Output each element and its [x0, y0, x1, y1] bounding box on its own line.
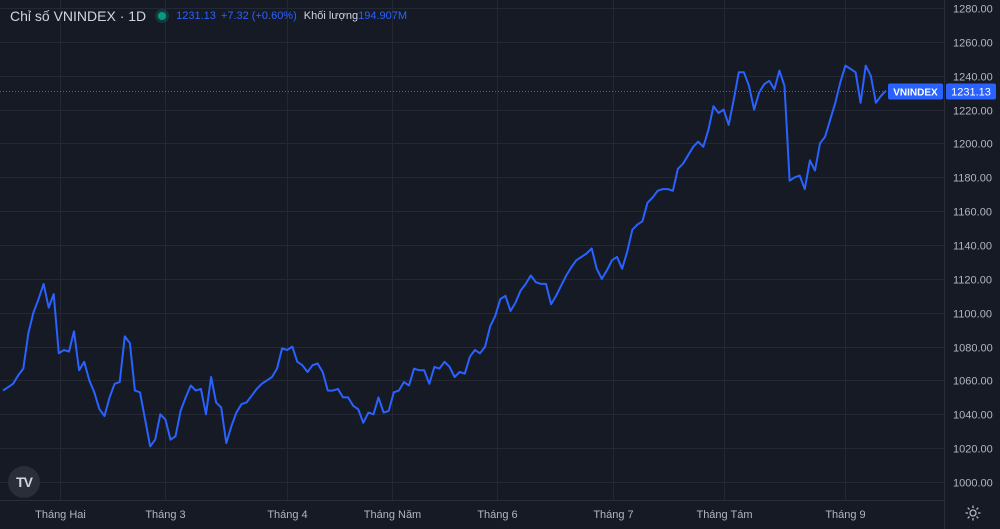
x-tick-label: Tháng Năm — [364, 509, 421, 521]
x-tick-label: Tháng 9 — [825, 509, 865, 521]
y-tick-label: 1120.00 — [953, 275, 992, 287]
gear-icon[interactable] — [964, 504, 982, 522]
y-tick-label: 1100.00 — [953, 309, 992, 321]
y-tick-label: 1220.00 — [953, 106, 993, 118]
y-tick-label: 1200.00 — [953, 139, 993, 151]
status-dot-icon — [158, 12, 167, 20]
y-tick-label: 1000.00 — [953, 478, 993, 490]
tradingview-logo-icon[interactable]: TV — [8, 466, 40, 498]
symbol-title[interactable]: Chỉ số VNINDEX · 1D — [10, 8, 147, 24]
y-tick-label: 1160.00 — [953, 207, 992, 219]
y-tick-label: 1040.00 — [953, 410, 993, 422]
y-tick-label: 1260.00 — [953, 38, 993, 50]
x-tick-label: Tháng Hai — [35, 509, 86, 521]
chart-legend: Chỉ số VNINDEX · 1D 1231.13 +7.32 (+0.60… — [10, 6, 412, 26]
last-price-label: 1231.13 — [951, 87, 991, 99]
x-tick-label: Tháng Tám — [696, 509, 752, 521]
x-tick-label: Tháng 4 — [267, 509, 307, 521]
y-tick-label: 1180.00 — [953, 173, 992, 185]
y-tick-label: 1140.00 — [953, 241, 992, 253]
y-tick-label: 1280.00 — [953, 4, 993, 16]
volume-label: Khối lượng — [303, 10, 359, 22]
volume-value: 194.907M — [358, 10, 408, 22]
x-tick-label: Tháng 3 — [145, 509, 185, 521]
series-name-label: VNINDEX — [893, 88, 938, 99]
x-tick-label: Tháng 6 — [477, 509, 517, 521]
y-tick-label: 1020.00 — [953, 444, 993, 456]
y-tick-label: 1080.00 — [953, 343, 993, 355]
last-price-tag — [946, 83, 996, 100]
last-price: 1231.13 — [176, 10, 216, 22]
price-change: +7.32 (+0.60%) — [220, 10, 297, 22]
y-tick-label: 1060.00 — [953, 376, 993, 388]
series-name-tag — [888, 83, 943, 100]
series-line-vnindex — [2, 64, 887, 448]
x-tick-label: Tháng 7 — [593, 509, 633, 521]
y-tick-label: 1240.00 — [953, 72, 993, 84]
